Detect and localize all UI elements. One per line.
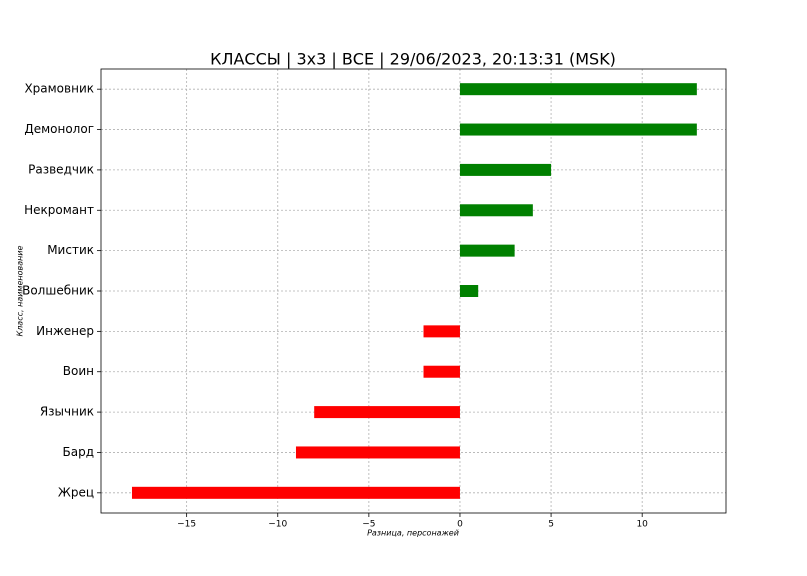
bar <box>295 446 460 459</box>
y-axis-label: Класс, наименование <box>16 245 25 336</box>
y-tick-label: Некромант <box>24 203 94 217</box>
bar <box>459 83 697 96</box>
bar <box>459 285 479 297</box>
bar <box>423 325 460 338</box>
x-tick-label: 0 <box>457 520 463 530</box>
bar <box>459 204 533 217</box>
y-tick-label: Волшебник <box>22 284 94 298</box>
x-axis-label: Разница, персонажей <box>367 529 459 538</box>
bar <box>423 365 460 378</box>
bar <box>131 486 460 499</box>
plot-frame <box>100 68 727 514</box>
y-tick-label: Демонолог <box>24 122 94 136</box>
x-tick-label: 10 <box>636 520 648 530</box>
y-tick-label: Инженер <box>36 324 94 338</box>
bar <box>459 244 515 257</box>
y-tick-label: Воин <box>63 364 94 378</box>
bar <box>459 123 697 136</box>
x-tick-label: −5 <box>362 520 375 530</box>
y-tick-label: Жрец <box>58 485 94 499</box>
y-tick-label: Бард <box>63 445 95 459</box>
x-tick-label: −15 <box>177 520 196 530</box>
x-tick-label: 5 <box>548 520 554 530</box>
bar <box>459 163 552 176</box>
y-tick-label: Мистик <box>47 243 94 257</box>
bar <box>314 406 460 419</box>
x-tick-label: −10 <box>268 520 287 530</box>
y-tick-label: Храмовник <box>24 82 94 96</box>
chart-title: КЛАССЫ | 3х3 | ВСЕ | 29/06/2023, 20:13:3… <box>210 50 616 69</box>
y-tick-label: Язычник <box>40 405 94 419</box>
y-tick-label: Разведчик <box>28 162 94 176</box>
